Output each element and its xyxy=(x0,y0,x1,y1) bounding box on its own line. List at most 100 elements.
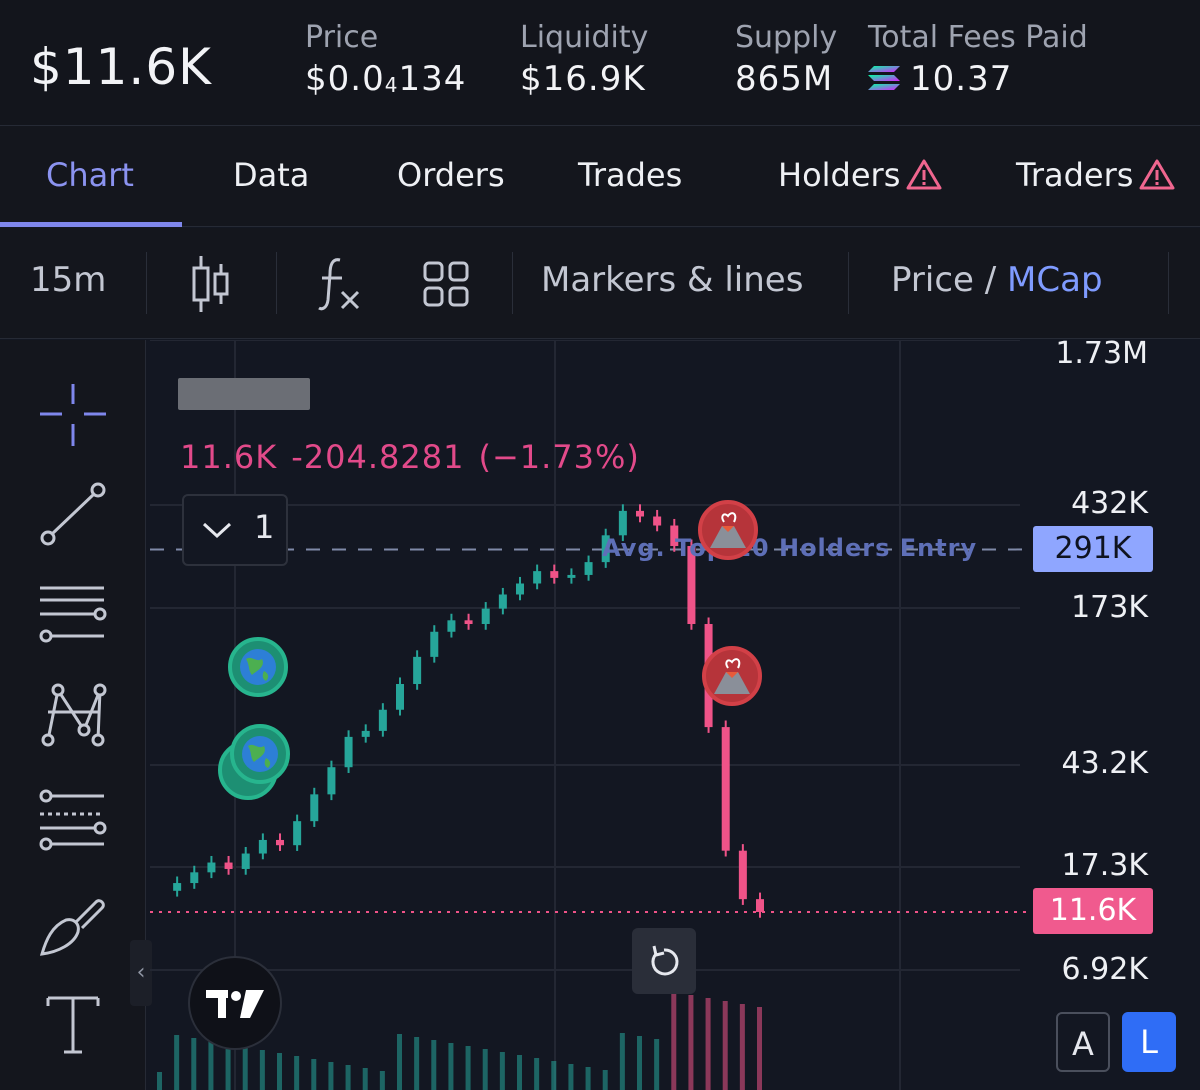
trend-line-icon[interactable] xyxy=(36,480,110,550)
candle-body xyxy=(378,709,387,731)
volume-bar xyxy=(705,998,711,1090)
volcano-icon xyxy=(714,658,750,694)
supply-value: 865M xyxy=(735,59,834,99)
volume-bar xyxy=(174,1035,180,1090)
volume-bar xyxy=(294,1056,300,1090)
volume-bar xyxy=(654,1039,660,1090)
volume-bar xyxy=(757,1007,762,1090)
volume-bar xyxy=(551,1061,557,1090)
volcano-marker[interactable] xyxy=(702,646,762,706)
candle-body xyxy=(738,850,747,900)
supply-label: Supply xyxy=(735,20,838,55)
tab-traders-label: Traders xyxy=(1016,156,1134,194)
fib-icon[interactable] xyxy=(36,786,110,856)
reset-chart-button[interactable] xyxy=(632,928,696,994)
globe-icon xyxy=(242,736,278,772)
volume-bar xyxy=(311,1059,317,1090)
price-stat: Price $0.04134 xyxy=(305,20,466,108)
layout-grid-icon[interactable] xyxy=(422,260,470,308)
indicator-count: 1 xyxy=(254,508,275,546)
toolbar-divider xyxy=(848,252,849,314)
log-scale-button[interactable]: L xyxy=(1122,1012,1176,1072)
horizontal-lines-icon[interactable] xyxy=(36,580,110,650)
symbol-redacted-box xyxy=(178,378,310,410)
indicators-fx-icon[interactable] xyxy=(316,254,364,314)
toolbar-divider xyxy=(512,252,513,314)
y-tick-label: 1.73M xyxy=(1055,336,1148,371)
collapse-sidebar-button[interactable]: ‹ xyxy=(130,940,152,1006)
brush-icon[interactable] xyxy=(36,890,110,960)
volume-bar xyxy=(568,1064,574,1090)
candle-body xyxy=(550,571,559,578)
volume-bar xyxy=(431,1040,437,1090)
volume-bar xyxy=(191,1038,197,1090)
tab-holders[interactable]: Holders xyxy=(778,156,942,194)
candle-body xyxy=(498,594,507,609)
warning-icon xyxy=(906,159,942,190)
fees-value-row: 10.37 xyxy=(868,56,1088,102)
interval-selector[interactable]: 15m xyxy=(30,260,107,300)
tab-orders[interactable]: Orders xyxy=(397,156,505,194)
globe-marker[interactable] xyxy=(230,724,290,784)
indicators-collapse-button[interactable]: 1 xyxy=(182,494,288,566)
y-tick-label: 173K xyxy=(1071,590,1148,625)
candle-body xyxy=(601,535,610,563)
volume-bar xyxy=(465,1046,471,1090)
price-label: Price xyxy=(305,20,379,55)
candle-body xyxy=(567,574,576,578)
pattern-icon[interactable] xyxy=(36,682,110,752)
volcano-marker[interactable] xyxy=(698,500,758,560)
toolbar-divider xyxy=(276,252,277,314)
solana-icon xyxy=(868,66,900,90)
auto-scale-button[interactable]: A xyxy=(1056,1012,1110,1072)
globe-marker[interactable] xyxy=(228,637,288,697)
volume-bar xyxy=(157,1072,162,1090)
volume-bar xyxy=(397,1034,402,1090)
markers-lines-button[interactable]: Markers & lines xyxy=(541,260,804,300)
volume-bar xyxy=(585,1067,591,1090)
toolbar-divider xyxy=(146,252,147,314)
candle-body xyxy=(756,899,764,912)
candle-body xyxy=(344,736,353,768)
candle-body xyxy=(481,608,490,625)
candle-body xyxy=(207,862,216,873)
ohlc-legend: 11.6K -204.8281 (−1.73%) xyxy=(180,438,654,476)
candlestick-icon[interactable] xyxy=(190,254,232,314)
volume-bar xyxy=(688,995,694,1090)
candle-body xyxy=(173,883,182,891)
candle-body xyxy=(636,510,644,517)
candle-body xyxy=(464,620,473,625)
volume-bar xyxy=(345,1065,351,1090)
current-price-tag: 11.6K xyxy=(1033,888,1153,934)
mcap-option[interactable]: MCap xyxy=(1007,260,1103,300)
price-option[interactable]: Price xyxy=(891,260,974,300)
volume-bar xyxy=(208,1041,214,1090)
volume-bar xyxy=(637,1036,642,1090)
tab-bar: Chart Data Orders Trades Holders Traders xyxy=(0,126,1200,227)
warning-icon xyxy=(1139,159,1175,190)
candle-body xyxy=(516,583,524,595)
candle-body xyxy=(687,546,696,625)
text-icon[interactable] xyxy=(36,990,110,1060)
tab-trades[interactable]: Trades xyxy=(578,156,683,194)
volume-bar xyxy=(482,1049,488,1090)
tab-chart[interactable]: Chart xyxy=(46,156,134,194)
crosshair-icon[interactable] xyxy=(36,380,110,450)
globe-icon xyxy=(240,649,276,685)
chevron-down-icon xyxy=(202,522,232,539)
candle-body xyxy=(224,862,233,869)
price-mcap-toggle[interactable]: Price / MCap xyxy=(891,260,1103,300)
tradingview-logo[interactable] xyxy=(188,956,282,1050)
reset-icon xyxy=(651,945,679,976)
token-stats-header: $11.6K Price $0.04134 Liquidity $16.9K S… xyxy=(0,0,1200,126)
candle-body xyxy=(533,571,542,584)
drawing-tools-sidebar xyxy=(0,340,146,1090)
tab-traders[interactable]: Traders xyxy=(1016,156,1175,194)
active-tab-indicator xyxy=(0,222,182,227)
fees-stat: Total Fees Paid 10.37 xyxy=(868,20,1088,102)
candle-body xyxy=(670,525,679,547)
candle-body xyxy=(327,767,336,795)
tab-data[interactable]: Data xyxy=(233,156,310,194)
price-value: $0.04134 xyxy=(305,59,467,99)
volume-bar xyxy=(225,1044,231,1090)
